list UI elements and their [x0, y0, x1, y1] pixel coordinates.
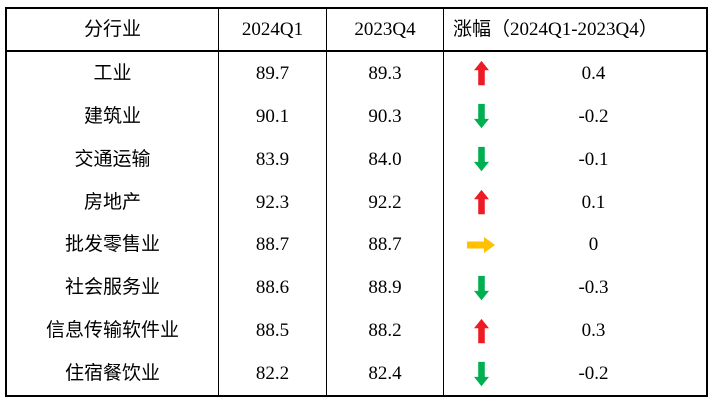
value-2024q1: 92.3 — [219, 180, 327, 224]
header-industry: 分行业 — [7, 9, 219, 50]
change-cell: 0.4 — [444, 52, 706, 95]
industry-name: 住宿餐饮业 — [7, 352, 219, 395]
table-row: 房地产 92.3 92.2 0.1 — [7, 180, 706, 224]
header-2023q4: 2023Q4 — [327, 9, 444, 50]
table-row: 住宿餐饮业 82.2 82.4 -0.2 — [7, 352, 706, 395]
up-arrow-icon — [467, 318, 495, 344]
table-body: 工业 89.7 89.3 0.4 建筑业 90.1 90.3 -0.2 交通运输 — [7, 52, 706, 395]
table-row: 工业 89.7 89.3 0.4 — [7, 52, 706, 95]
industry-name: 房地产 — [7, 180, 219, 224]
value-2024q1: 88.5 — [219, 309, 327, 353]
header-change: 涨幅（2024Q1-2023Q4） — [453, 19, 658, 40]
change-cell: -0.2 — [444, 95, 706, 138]
value-2023q4: 88.7 — [327, 223, 444, 267]
industry-name: 建筑业 — [7, 94, 219, 138]
value-2023q4: 84.0 — [327, 137, 444, 181]
change-value: -0.2 — [578, 363, 609, 385]
header-2024q1: 2024Q1 — [219, 9, 327, 50]
table-row: 建筑业 90.1 90.3 -0.2 — [7, 94, 706, 138]
change-value: 0.3 — [581, 320, 606, 342]
up-arrow-icon — [467, 189, 495, 215]
value-2023q4: 90.3 — [327, 94, 444, 138]
change-value: 0.1 — [581, 191, 606, 213]
value-2024q1: 82.2 — [219, 352, 327, 395]
table-row: 交通运输 83.9 84.0 -0.1 — [7, 137, 706, 181]
change-cell: 0 — [444, 224, 706, 267]
value-2023q4: 88.2 — [327, 309, 444, 353]
table-header-row: 分行业 2024Q1 2023Q4 涨幅（2024Q1-2023Q4） — [7, 9, 706, 52]
industry-name: 信息传输软件业 — [7, 309, 219, 353]
change-cell: -0.1 — [444, 138, 706, 181]
industry-name: 社会服务业 — [7, 266, 219, 310]
value-2024q1: 90.1 — [219, 94, 327, 138]
change-value: -0.3 — [578, 277, 609, 299]
table-row: 批发零售业 88.7 88.7 0 — [7, 223, 706, 267]
change-value: -0.2 — [578, 105, 609, 127]
down-arrow-icon — [467, 103, 495, 129]
industry-name: 工业 — [7, 52, 219, 95]
up-arrow-icon — [467, 60, 495, 86]
right-arrow-icon — [467, 236, 495, 253]
value-2024q1: 88.7 — [219, 223, 327, 267]
down-arrow-icon — [467, 275, 495, 301]
change-cell: 0.3 — [444, 309, 706, 352]
change-value: 0 — [588, 234, 599, 256]
table-row: 信息传输软件业 88.5 88.2 0.3 — [7, 309, 706, 353]
industry-confidence-table: 分行业 2024Q1 2023Q4 涨幅（2024Q1-2023Q4） 工业 8… — [5, 7, 708, 397]
industry-name: 批发零售业 — [7, 223, 219, 267]
value-2024q1: 89.7 — [219, 52, 327, 95]
value-2023q4: 89.3 — [327, 52, 444, 95]
value-2024q1: 88.6 — [219, 266, 327, 310]
table-row: 社会服务业 88.6 88.9 -0.3 — [7, 266, 706, 310]
change-value: -0.1 — [578, 148, 609, 170]
industry-name: 交通运输 — [7, 137, 219, 181]
change-cell: -0.2 — [444, 352, 706, 395]
down-arrow-icon — [467, 146, 495, 172]
value-2023q4: 92.2 — [327, 180, 444, 224]
value-2023q4: 82.4 — [327, 352, 444, 395]
change-cell: 0.1 — [444, 181, 706, 224]
value-2024q1: 83.9 — [219, 137, 327, 181]
down-arrow-icon — [467, 361, 495, 387]
value-2023q4: 88.9 — [327, 266, 444, 310]
change-cell: -0.3 — [444, 266, 706, 309]
change-value: 0.4 — [581, 62, 606, 84]
